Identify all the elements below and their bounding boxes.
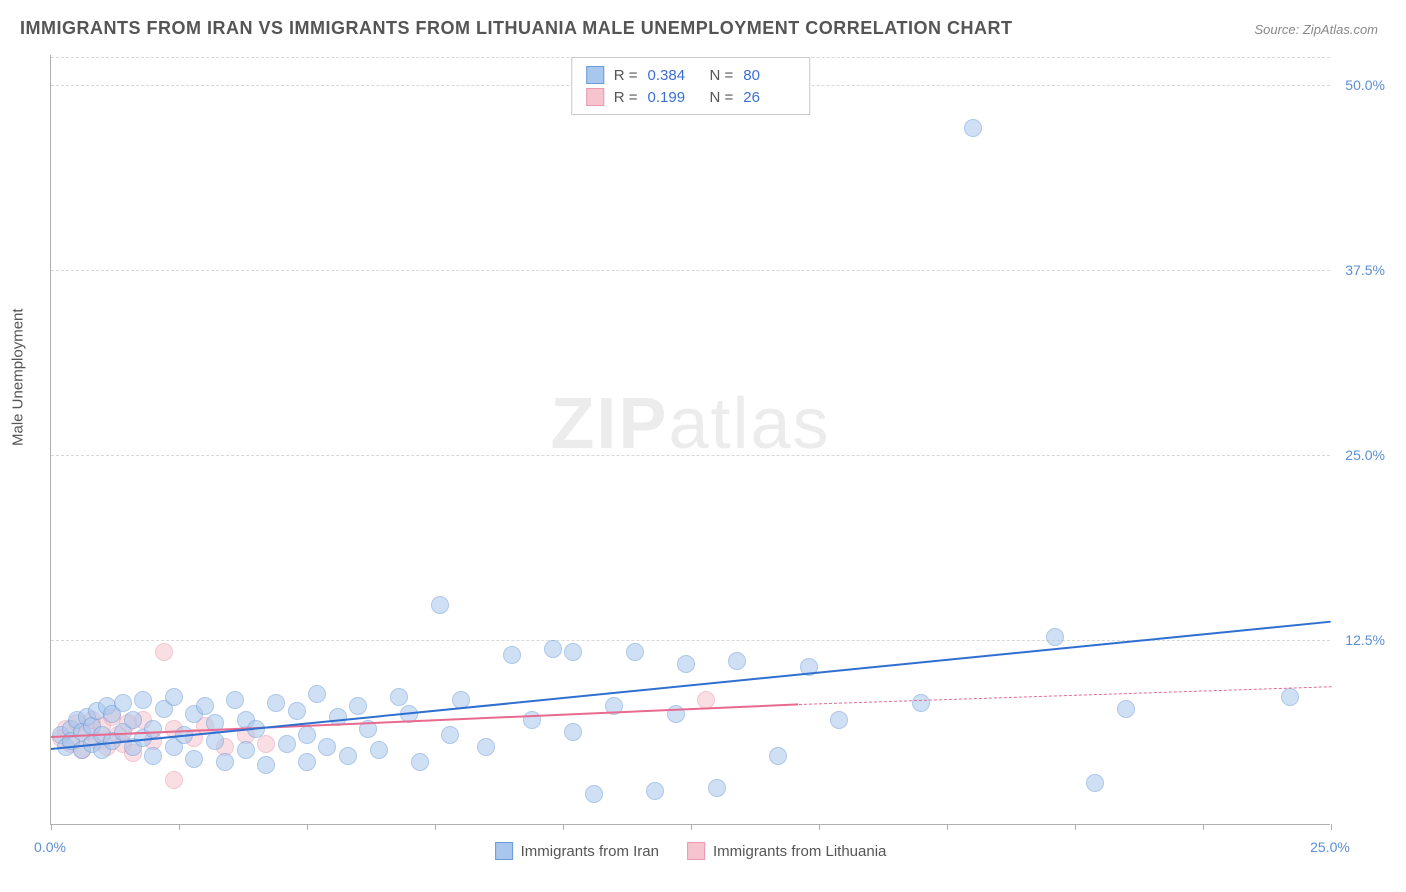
xtick (1203, 824, 1204, 830)
swatch-lithuania (687, 842, 705, 860)
data-point-iran (769, 747, 787, 765)
legend-row-iran: R = 0.384 N = 80 (586, 64, 796, 86)
data-point-iran (318, 738, 336, 756)
data-point-iran (144, 720, 162, 738)
data-point-iran (646, 782, 664, 800)
data-point-iran (1117, 700, 1135, 718)
xtick (1331, 824, 1332, 830)
source-label: Source: ZipAtlas.com (1254, 22, 1378, 37)
data-point-lithuania (697, 691, 715, 709)
data-point-iran (237, 741, 255, 759)
legend-row-lithuania: R = 0.199 N = 26 (586, 86, 796, 108)
data-point-iran (308, 685, 326, 703)
data-point-iran (144, 747, 162, 765)
data-point-iran (544, 640, 562, 658)
swatch-iran (495, 842, 513, 860)
gridline (51, 455, 1330, 456)
swatch-lithuania (586, 88, 604, 106)
data-point-iran (206, 732, 224, 750)
watermark-bold: ZIP (550, 384, 668, 464)
n-label: N = (710, 89, 734, 106)
xtick (307, 824, 308, 830)
xtick (563, 824, 564, 830)
data-point-iran (1086, 774, 1104, 792)
xtick (691, 824, 692, 830)
ytick-label: 25.0% (1345, 447, 1385, 463)
watermark-rest: atlas (668, 384, 830, 464)
xtick (51, 824, 52, 830)
chart-title: IMMIGRANTS FROM IRAN VS IMMIGRANTS FROM … (20, 18, 1012, 39)
data-point-iran (185, 750, 203, 768)
r-label: R = (614, 67, 638, 84)
xtick (1075, 824, 1076, 830)
data-point-iran (431, 596, 449, 614)
legend-item-lithuania: Immigrants from Lithuania (687, 842, 886, 860)
xtick (179, 824, 180, 830)
data-point-iran (564, 643, 582, 661)
data-point-iran (441, 726, 459, 744)
watermark: ZIPatlas (550, 383, 830, 465)
data-point-iran (677, 655, 695, 673)
xtick-label: 0.0% (34, 839, 66, 855)
swatch-iran (586, 66, 604, 84)
data-point-iran (477, 738, 495, 756)
ytick-label: 50.0% (1345, 77, 1385, 93)
n-value-iran: 80 (743, 67, 795, 84)
xtick (947, 824, 948, 830)
ytick-label: 12.5% (1345, 632, 1385, 648)
data-point-iran (114, 694, 132, 712)
data-point-iran (298, 726, 316, 744)
data-point-iran (216, 753, 234, 771)
ytick-label: 37.5% (1345, 262, 1385, 278)
trendline-lithuania-extrapolated (798, 686, 1331, 705)
data-point-iran (339, 747, 357, 765)
data-point-lithuania (155, 643, 173, 661)
legend-item-iran: Immigrants from Iran (495, 842, 659, 860)
data-point-iran (1046, 628, 1064, 646)
data-point-iran (124, 711, 142, 729)
data-point-iran (626, 643, 644, 661)
xtick (819, 824, 820, 830)
data-point-iran (134, 691, 152, 709)
data-point-iran (708, 779, 726, 797)
data-point-iran (390, 688, 408, 706)
xtick (435, 824, 436, 830)
legend-label-iran: Immigrants from Iran (521, 843, 659, 860)
data-point-iran (830, 711, 848, 729)
data-point-iran (370, 741, 388, 759)
data-point-iran (964, 119, 982, 137)
data-point-iran (288, 702, 306, 720)
plot-area: ZIPatlas R = 0.384 N = 80 R = 0.199 N = … (50, 55, 1330, 825)
data-point-iran (411, 753, 429, 771)
data-point-iran (226, 691, 244, 709)
y-axis-label: Male Unemployment (10, 308, 27, 446)
data-point-iran (298, 753, 316, 771)
data-point-iran (912, 694, 930, 712)
xtick-label: 25.0% (1310, 839, 1350, 855)
data-point-iran (349, 697, 367, 715)
data-point-iran (165, 688, 183, 706)
n-value-lithuania: 26 (743, 89, 795, 106)
data-point-iran (267, 694, 285, 712)
r-value-lithuania: 0.199 (648, 89, 700, 106)
legend-correlation: R = 0.384 N = 80 R = 0.199 N = 26 (571, 57, 811, 115)
data-point-iran (585, 785, 603, 803)
data-point-iran (564, 723, 582, 741)
data-point-iran (278, 735, 296, 753)
r-label: R = (614, 89, 638, 106)
data-point-iran (1281, 688, 1299, 706)
data-point-iran (728, 652, 746, 670)
n-label: N = (710, 67, 734, 84)
data-point-iran (503, 646, 521, 664)
legend-label-lithuania: Immigrants from Lithuania (713, 843, 886, 860)
data-point-lithuania (165, 771, 183, 789)
legend-series: Immigrants from Iran Immigrants from Lit… (495, 842, 887, 860)
gridline (51, 270, 1330, 271)
data-point-iran (257, 756, 275, 774)
r-value-iran: 0.384 (648, 67, 700, 84)
data-point-lithuania (257, 735, 275, 753)
data-point-iran (196, 697, 214, 715)
